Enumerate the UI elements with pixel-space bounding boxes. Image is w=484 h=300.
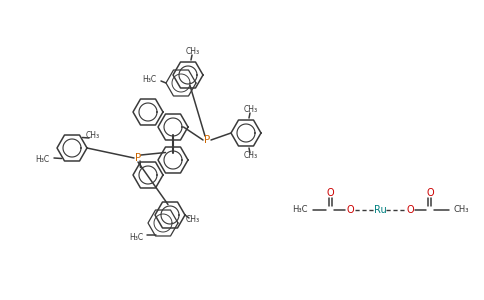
Text: P: P xyxy=(135,153,141,163)
Text: O: O xyxy=(326,188,334,198)
Text: H₃C: H₃C xyxy=(292,206,308,214)
Text: CH₃: CH₃ xyxy=(186,215,200,224)
Text: H₃C: H₃C xyxy=(142,76,156,85)
Text: O: O xyxy=(346,205,354,215)
Text: H₃C: H₃C xyxy=(129,232,143,242)
Text: CH₃: CH₃ xyxy=(244,106,258,115)
Text: O: O xyxy=(426,188,434,198)
Text: H₃C: H₃C xyxy=(35,155,49,164)
Text: P: P xyxy=(204,135,210,145)
Text: CH₃: CH₃ xyxy=(86,131,100,140)
Text: O: O xyxy=(406,205,414,215)
Text: CH₃: CH₃ xyxy=(244,152,258,160)
Text: CH₃: CH₃ xyxy=(186,47,200,56)
Text: CH₃: CH₃ xyxy=(453,206,469,214)
Text: Ru: Ru xyxy=(374,205,386,215)
